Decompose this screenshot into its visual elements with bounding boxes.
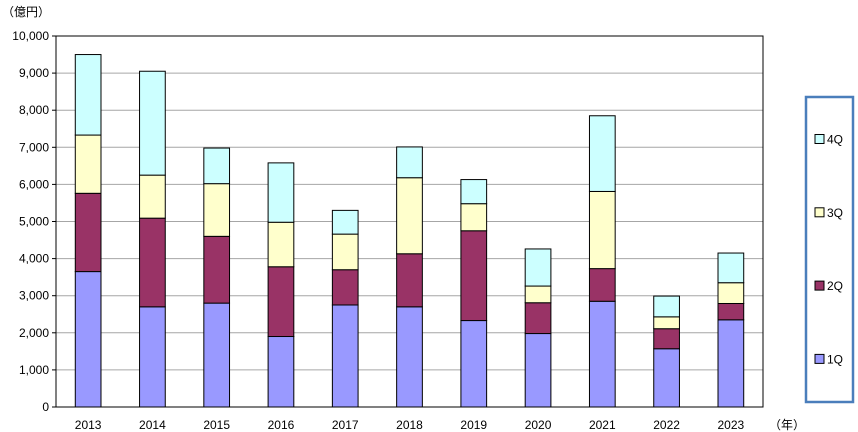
bar-segment-1Q	[331, 304, 359, 408]
bar-segment-2Q	[267, 266, 295, 338]
bar-segment-4Q	[267, 162, 295, 223]
bar-segment-2Q	[588, 268, 616, 302]
bar-segment-1Q	[588, 300, 616, 408]
x-tick-label: 2023	[718, 418, 745, 432]
bar-segment-4Q	[74, 54, 102, 136]
bar-segment-3Q	[203, 183, 231, 237]
bar-segment-4Q	[460, 179, 488, 205]
y-tick-label: 6,000	[19, 177, 49, 191]
x-tick-label: 2016	[268, 418, 295, 432]
y-tick-label: 2,000	[19, 326, 49, 340]
y-tick-label: 7,000	[19, 140, 49, 154]
bar-segment-4Q	[524, 248, 552, 287]
legend-swatch-1Q	[814, 353, 825, 364]
bar-segment-2Q	[717, 302, 745, 321]
legend-label-3Q: 3Q	[827, 206, 843, 220]
bar-segment-1Q	[139, 306, 166, 408]
bars	[74, 54, 745, 408]
y-tick-label: 4,000	[19, 252, 49, 266]
y-tick-label: 10,000	[12, 29, 49, 43]
y-tick-label: 1,000	[19, 363, 49, 377]
bar-segment-4Q	[139, 70, 166, 176]
bar-segment-2Q	[203, 235, 231, 304]
bar-segment-4Q	[588, 115, 616, 192]
bar-segment-1Q	[717, 319, 745, 408]
bar-segment-2Q	[74, 192, 102, 273]
x-tick-label: 2022	[653, 418, 680, 432]
bar-segment-1Q	[460, 320, 488, 408]
bar-segment-2Q	[460, 230, 488, 322]
bar-segment-4Q	[396, 146, 423, 179]
x-tick-label: 2019	[460, 418, 487, 432]
bar-segment-4Q	[331, 209, 359, 235]
bar-segment-3Q	[524, 285, 552, 304]
legend-label-1Q: 1Q	[827, 352, 843, 366]
y-tick-label: 3,000	[19, 289, 49, 303]
y-tick-label: 8,000	[19, 103, 49, 117]
x-tick-label: 2021	[589, 418, 616, 432]
bar-segment-4Q	[203, 147, 231, 185]
legend-box	[804, 95, 855, 404]
legend-swatch-2Q	[814, 280, 825, 291]
bar-segment-1Q	[74, 271, 102, 408]
bar-segment-1Q	[524, 333, 552, 408]
x-unit-label: （年）	[769, 418, 805, 432]
bar-segment-3Q	[331, 233, 359, 271]
x-tick-label: 2013	[75, 418, 102, 432]
bar-segment-3Q	[396, 177, 423, 255]
y-unit-label: （億円）	[2, 5, 50, 19]
legend-swatch-3Q	[814, 207, 825, 218]
x-tick-label: 2015	[203, 418, 230, 432]
y-tick-label: 5,000	[19, 215, 49, 229]
bar-segment-1Q	[267, 336, 295, 408]
legend-swatch-4Q	[814, 134, 825, 144]
bar-segment-1Q	[653, 348, 680, 408]
bar-segment-2Q	[139, 217, 166, 308]
bar-segment-2Q	[653, 328, 680, 350]
bar-segment-3Q	[460, 203, 488, 232]
bar-segment-2Q	[331, 269, 359, 306]
x-tick-label: 2017	[332, 418, 359, 432]
bar-segment-3Q	[74, 134, 102, 194]
legend-label-2Q: 2Q	[827, 279, 843, 293]
bar-segment-2Q	[396, 253, 423, 308]
y-axis-ticks: 0 1,000 2,000 3,000 4,000 5,000 6,000 7,000 8,00…	[12, 29, 56, 414]
plot-area-border	[55, 35, 764, 408]
bar-segment-3Q	[588, 190, 616, 270]
y-tick-label: 0	[42, 400, 49, 414]
x-tick-label: 2014	[139, 418, 166, 432]
y-tick-label: 9,000	[19, 66, 49, 80]
legend: 4Q 3Q 2Q 1Q	[804, 95, 855, 404]
bar-segment-4Q	[717, 252, 745, 284]
bar-segment-2Q	[524, 302, 552, 335]
bar-segment-3Q	[653, 316, 680, 330]
bar-segment-1Q	[203, 302, 231, 408]
x-axis-ticks: 2013 2014 2015 2016 2017 2018 2019 2020 2021 2022…	[75, 418, 745, 432]
x-tick-label: 2020	[525, 418, 552, 432]
x-tick-label: 2018	[396, 418, 423, 432]
bar-segment-3Q	[267, 221, 295, 268]
bar-segment-3Q	[717, 282, 745, 304]
bar-segment-3Q	[139, 174, 166, 219]
legend-label-4Q: 4Q	[827, 133, 843, 147]
bar-segment-1Q	[396, 306, 423, 408]
bar-segment-4Q	[653, 295, 680, 318]
